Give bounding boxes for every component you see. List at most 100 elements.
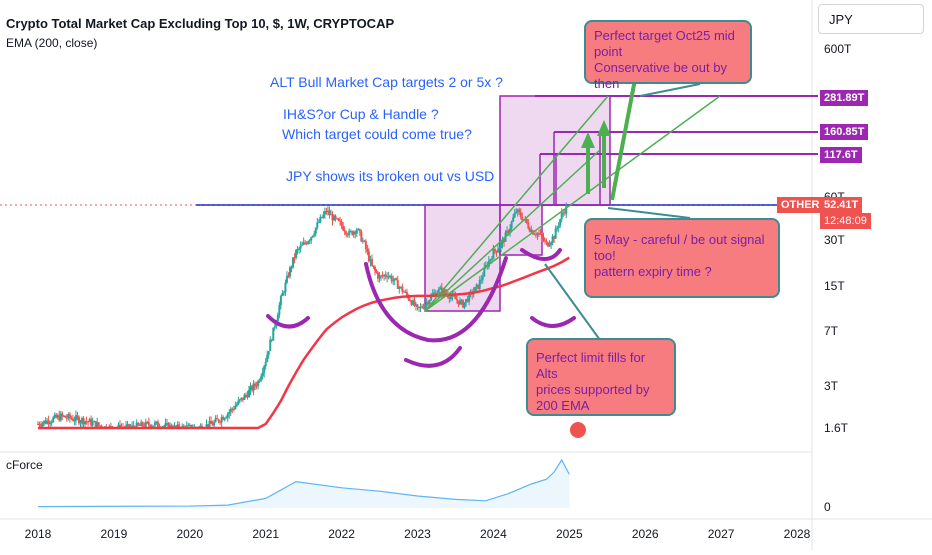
candle-body (460, 300, 463, 302)
y-tick-label: 15T (824, 279, 845, 293)
candle-body (222, 417, 225, 420)
candle-body (205, 424, 208, 428)
candle-body (285, 275, 288, 283)
candle-body (519, 212, 522, 217)
candle-body (527, 222, 530, 229)
left-shoulder-curve (266, 314, 310, 329)
candle-body (304, 242, 307, 244)
target-tag-2: 160.85T (820, 124, 869, 140)
candle-body (240, 397, 243, 400)
candle-body (360, 231, 363, 242)
candle-body (87, 421, 90, 423)
candle-body (282, 292, 285, 294)
candle-body (387, 276, 390, 278)
candle-body (284, 282, 287, 293)
candle-body (496, 249, 499, 253)
candle-body (301, 244, 304, 246)
candle-body (290, 267, 293, 269)
candle-body (331, 214, 334, 221)
candle-body (503, 239, 506, 242)
candle-body (162, 426, 165, 428)
candle-body (44, 420, 47, 424)
candle-body (542, 237, 545, 241)
candle-body (235, 404, 238, 406)
candle-body (366, 248, 369, 252)
candle-body (175, 425, 178, 428)
candle-body (319, 216, 322, 223)
x-tick-label: 2019 (101, 527, 128, 541)
may-note-line2: pattern expiry time ? (594, 264, 712, 279)
candle-body (308, 240, 311, 242)
candle-body (510, 221, 513, 229)
candle-body (481, 276, 484, 280)
candle-body (474, 286, 477, 292)
candle-body (422, 307, 425, 309)
candle-body (65, 417, 68, 419)
currency-selector[interactable]: JPY (818, 4, 924, 34)
candle-body (499, 243, 502, 248)
target-note-line2: Conservative be out by then (594, 60, 727, 91)
candle-body (553, 236, 556, 239)
candle-body (228, 411, 231, 414)
may-note: 5 May - careful / be out signal too! pat… (584, 218, 780, 298)
candle-body (131, 425, 134, 428)
candle-body (220, 417, 223, 423)
candle-body (153, 422, 156, 426)
candle-body (311, 235, 314, 238)
candle-body (339, 220, 342, 222)
candle-body (77, 417, 80, 424)
candle-body (421, 306, 424, 308)
ema-legend[interactable]: EMA (200, close) (6, 36, 98, 50)
candle-body (392, 280, 395, 282)
candle-body (293, 257, 296, 259)
candle-body (144, 421, 147, 428)
x-tick-label: 2018 (25, 527, 52, 541)
candle-body (490, 259, 493, 261)
candle-body (85, 421, 88, 423)
candle-body (232, 408, 235, 410)
candle-body (251, 386, 254, 391)
candle-body (512, 217, 515, 222)
target-note-connector (639, 83, 701, 97)
candle-body (448, 297, 451, 299)
candle-body (493, 248, 496, 251)
candle-body (463, 302, 466, 308)
candle-body (152, 425, 155, 427)
flag-icon (570, 422, 586, 438)
candle-body (252, 383, 255, 391)
candle-body (287, 275, 290, 277)
candle-body (367, 251, 370, 262)
candle-body (317, 222, 320, 224)
candle-body (477, 284, 480, 289)
may-note-connector (607, 207, 691, 219)
candle-body (399, 286, 402, 288)
candle-body (507, 230, 510, 234)
pattern-question-text: IH&S?or Cup & Handle ? (283, 106, 439, 122)
limit-note: Perfect limit fills for Alts prices supp… (526, 338, 676, 416)
candle-body (74, 415, 77, 421)
candle-body (449, 296, 452, 299)
candle-body (442, 289, 445, 294)
candle-body (457, 300, 460, 305)
candle-body (55, 414, 58, 418)
y-tick-label: 1.6T (824, 421, 849, 435)
candle-body (351, 231, 354, 235)
candle-body (410, 300, 413, 305)
candle-body (548, 244, 551, 247)
candle-body (325, 210, 328, 212)
candle-body (462, 300, 465, 308)
candle-body (393, 278, 396, 281)
candle-body (336, 218, 339, 220)
candle-body (380, 275, 383, 277)
candle-body (337, 218, 340, 221)
candle-body (248, 389, 251, 398)
indicator-legend[interactable]: cForce (6, 458, 43, 472)
candle-body (94, 421, 97, 428)
candle-body (377, 272, 380, 279)
target-tag-3: 117.6T (820, 147, 862, 163)
x-tick-label: 2022 (328, 527, 355, 541)
x-tick-label: 2028 (784, 527, 811, 541)
candle-body (340, 221, 343, 226)
